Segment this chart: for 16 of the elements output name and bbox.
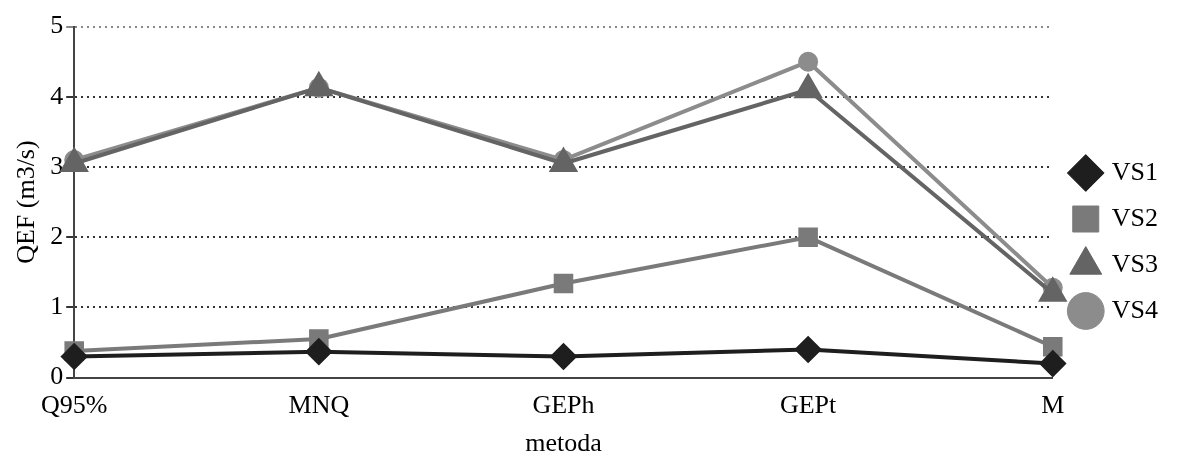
y-tick-label: 1 bbox=[50, 291, 64, 321]
legend-label: VS1 bbox=[1111, 156, 1159, 186]
legend-label: VS4 bbox=[1111, 294, 1159, 324]
legend-label: VS3 bbox=[1111, 248, 1159, 278]
y-axis-title: QEF (m3/s) bbox=[11, 140, 41, 264]
x-tick-label: M bbox=[1041, 390, 1065, 420]
legend-label: VS2 bbox=[1111, 202, 1159, 232]
x-tick-label: MNQ bbox=[288, 390, 350, 420]
y-tick-label: 5 bbox=[50, 10, 64, 40]
y-tick-label: 2 bbox=[50, 221, 64, 251]
x-axis-title: metoda bbox=[525, 428, 603, 458]
x-tick-label: Q95% bbox=[40, 390, 108, 420]
x-tick-label: GEPt bbox=[779, 390, 838, 420]
y-tick-label: 4 bbox=[50, 80, 64, 110]
y-tick-label: 0 bbox=[50, 361, 64, 391]
x-tick-label: GEPh bbox=[532, 390, 595, 420]
